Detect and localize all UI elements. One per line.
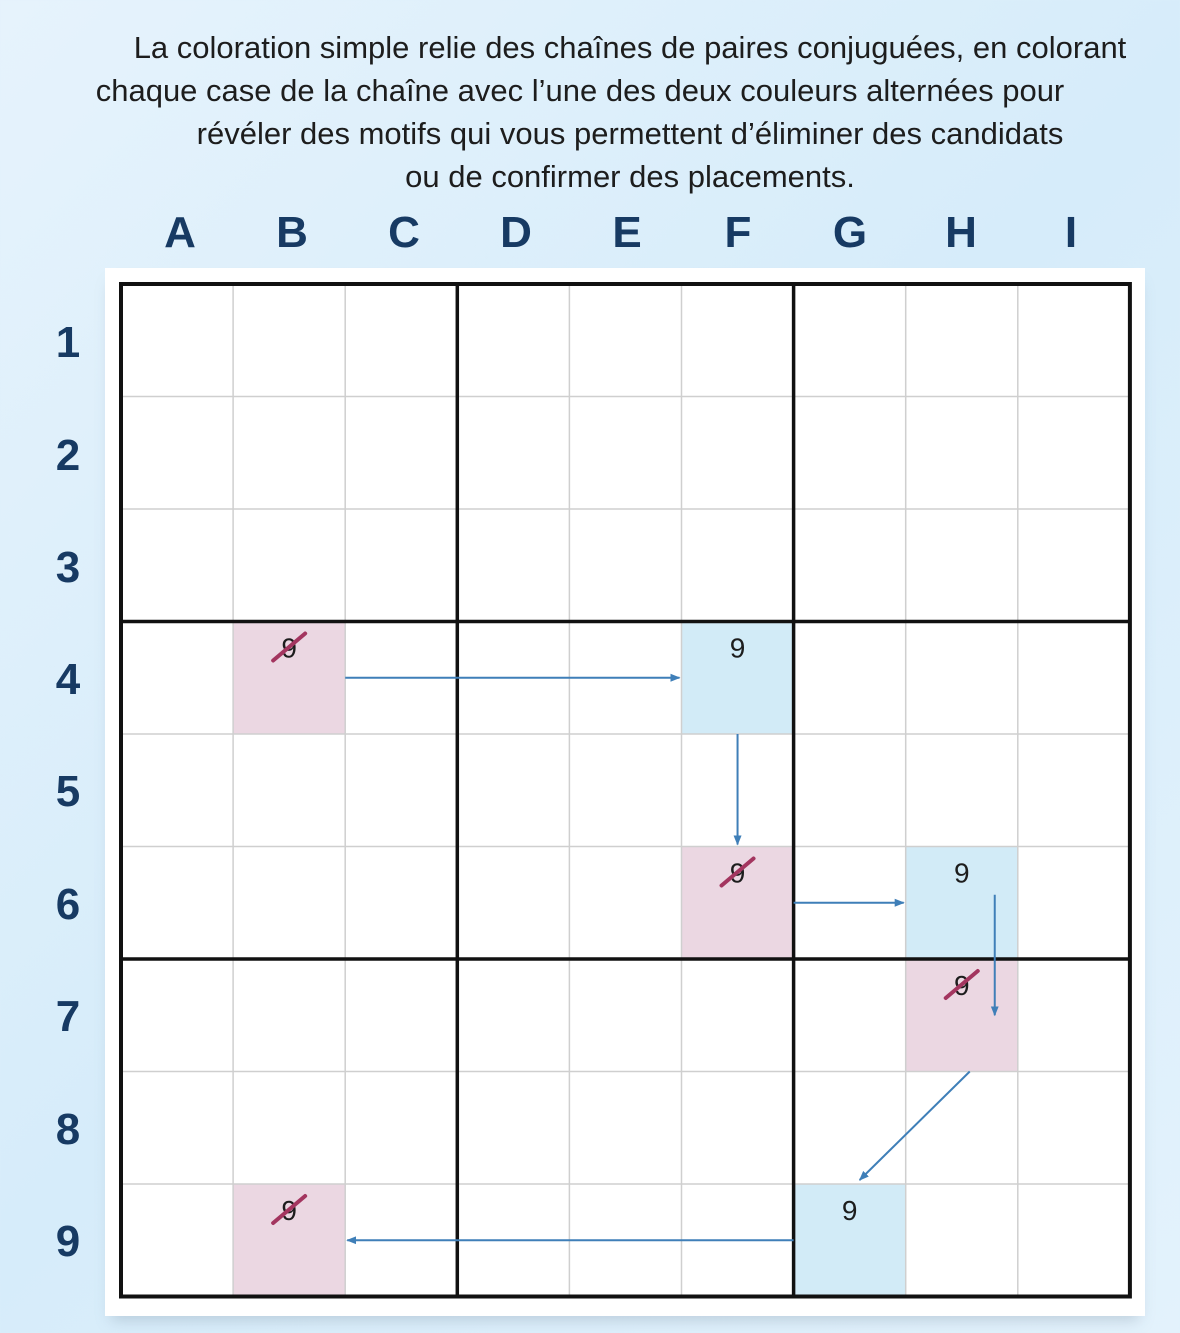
row-label-3: 3 <box>55 543 81 592</box>
candidate-f4: 9 <box>730 633 746 664</box>
cell-b4-pink <box>233 621 346 734</box>
caption-line-2: chaque case de la chaîne avec l’une des … <box>95 73 1065 108</box>
row-label-9: 9 <box>55 1217 81 1266</box>
cell-h6-blue <box>905 846 1018 959</box>
candidate-h6: 9 <box>954 858 970 889</box>
row-label-7: 7 <box>55 992 81 1041</box>
caption-line-4: ou de confirmer des placements. <box>405 159 855 194</box>
cell-f6-pink <box>681 846 794 959</box>
candidate-g9: 9 <box>842 1195 858 1226</box>
strike-h7 <box>943 969 980 1000</box>
caption-line-1: La coloration simple relie des chaînes d… <box>133 30 1127 65</box>
cell-f4-blue <box>681 621 794 734</box>
column-label-e: E <box>612 208 642 257</box>
strike-b9 <box>271 1194 308 1225</box>
sudoku-board-background <box>105 268 1145 1316</box>
row-label-5: 5 <box>55 767 81 816</box>
row-label-6: 6 <box>55 880 81 929</box>
strike-b4 <box>271 631 308 663</box>
row-label-1: 1 <box>55 318 81 367</box>
row-label-2: 2 <box>55 431 81 480</box>
column-label-b: B <box>276 208 308 257</box>
row-label-8: 8 <box>55 1105 81 1154</box>
cell-g9-blue <box>793 1184 906 1297</box>
column-label-i: I <box>1064 208 1078 257</box>
board-border <box>119 282 1132 1299</box>
column-label-d: D <box>500 208 532 257</box>
column-label-a: A <box>164 208 196 257</box>
row-label-4: 4 <box>55 655 81 704</box>
column-label-g: G <box>832 208 868 257</box>
strike-f6 <box>719 856 756 888</box>
caption-line-3: révéler des motifs qui vous permettent d… <box>196 116 1064 151</box>
column-label-f: F <box>724 208 752 257</box>
column-label-c: C <box>388 208 420 257</box>
chain-arrow-h7-g9 <box>858 1070 971 1181</box>
caption: La coloration simple relie des chaînes d… <box>40 26 1180 198</box>
cell-h7-pink <box>905 959 1018 1072</box>
cell-b9-pink <box>233 1184 346 1297</box>
column-label-h: H <box>945 208 977 257</box>
